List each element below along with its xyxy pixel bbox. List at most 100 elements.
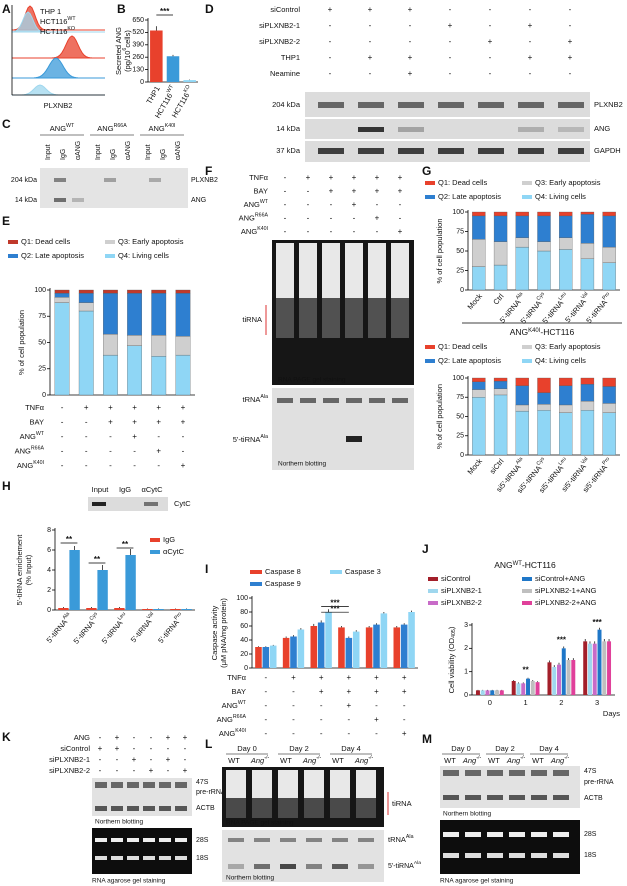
bar-segment — [472, 215, 486, 240]
label: CytC — [174, 499, 191, 508]
condition-label: THP1 — [281, 53, 300, 62]
gel — [92, 828, 192, 874]
label: RNA agarose gel staining — [92, 878, 166, 885]
condition-sign: - — [264, 715, 267, 724]
significance: *** — [160, 7, 170, 16]
legend-label: Caspase 3 — [345, 567, 381, 576]
significance: *** — [330, 599, 340, 608]
legend-swatch — [428, 589, 438, 593]
bar-segment — [493, 377, 508, 382]
bar-segment — [493, 380, 508, 389]
bar-segment — [580, 214, 595, 244]
text-part: HCT116 — [170, 91, 191, 119]
bar-segment — [54, 302, 70, 396]
text-part: ANG — [20, 432, 36, 441]
bar-segment — [78, 302, 94, 312]
band — [175, 838, 187, 842]
text-part: HCT116 — [40, 17, 67, 26]
condition-sign: - — [369, 21, 372, 30]
bar — [530, 681, 535, 695]
superscript: Cys — [536, 291, 547, 302]
bar-segment — [175, 292, 191, 337]
y-tick-label: 75 — [456, 228, 464, 235]
condition-sign: + — [156, 447, 161, 456]
bar-segment — [103, 333, 118, 356]
bar-segment — [602, 386, 616, 404]
condition-sign: + — [398, 187, 403, 196]
bar — [400, 624, 408, 668]
label: WT — [488, 756, 500, 765]
band — [228, 864, 244, 869]
condition-sign: + — [398, 173, 403, 182]
legend-swatch — [150, 550, 160, 554]
condition-label: ANG — [74, 733, 90, 742]
band — [159, 856, 171, 860]
superscript: KO — [67, 26, 75, 32]
bar-segment — [580, 410, 595, 456]
histogram — [12, 57, 105, 79]
condition-sign: + — [568, 37, 573, 46]
panel-label: B — [117, 2, 126, 16]
condition-sign: + — [402, 687, 407, 696]
condition-sign: - — [375, 729, 378, 738]
bar — [338, 627, 345, 668]
legend-label: Caspase 9 — [265, 579, 301, 588]
lane-label: Input — [145, 144, 152, 160]
label: αCytC — [141, 485, 163, 494]
superscript: Cys — [536, 456, 547, 467]
panel-label: H — [2, 479, 11, 493]
bar-segment — [580, 400, 595, 411]
superscript: Leu — [117, 611, 127, 622]
band — [438, 148, 464, 154]
legend-label: Caspase 8 — [265, 567, 301, 576]
condition-sign: - — [85, 447, 88, 456]
condition-sign: - — [347, 729, 350, 738]
superscript: Ala — [515, 456, 525, 466]
condition-sign: - — [133, 744, 136, 753]
condition-sign: + — [528, 53, 533, 62]
condition-sign: - — [409, 21, 412, 30]
panel-label: D — [205, 2, 214, 16]
label: RNA PAGE gel staining — [278, 377, 346, 384]
superscript: Leu — [558, 291, 568, 302]
legend-label: Q2: Late apoptosis — [438, 356, 501, 365]
subscript: 405 — [451, 629, 457, 638]
superscript: -/- — [316, 755, 321, 761]
band — [280, 864, 296, 869]
label: 14 kDa — [15, 197, 37, 204]
band — [438, 102, 464, 108]
condition-label: Neamine — [270, 69, 300, 78]
condition-sign: - — [133, 766, 136, 775]
condition-sign: - — [307, 187, 310, 196]
band — [127, 806, 139, 811]
bar-segment — [515, 404, 529, 412]
condition-sign: - — [449, 53, 452, 62]
y-tick-label: 50 — [456, 413, 464, 420]
y-tick-label: 0 — [464, 692, 468, 699]
condition-sign: - — [489, 21, 492, 30]
condition-sign: - — [369, 37, 372, 46]
condition-sign: - — [489, 53, 492, 62]
text-part: ANG — [494, 560, 512, 570]
y-tick-label: 3 — [464, 622, 468, 629]
condition-sign: - — [264, 673, 267, 682]
band — [159, 782, 171, 788]
bar — [587, 643, 592, 695]
band — [509, 853, 525, 858]
bar-segment — [78, 289, 94, 294]
bar — [325, 612, 332, 668]
condition-label: ANGR66A — [217, 714, 247, 724]
condition-sign: + — [319, 687, 324, 696]
label: Day 2 — [289, 744, 309, 753]
label: RNA agarose gel staining — [440, 878, 514, 885]
band — [54, 198, 66, 202]
bar — [526, 678, 530, 695]
condition-label: ANGR66A — [15, 446, 45, 456]
legend-label: HCT116KO — [40, 26, 75, 36]
superscript: Val — [581, 291, 590, 300]
condition-sign: + — [319, 673, 324, 682]
legend-swatch — [428, 577, 438, 581]
label: 204 kDa — [272, 100, 301, 109]
condition-sign: - — [292, 715, 295, 724]
band — [443, 832, 459, 837]
